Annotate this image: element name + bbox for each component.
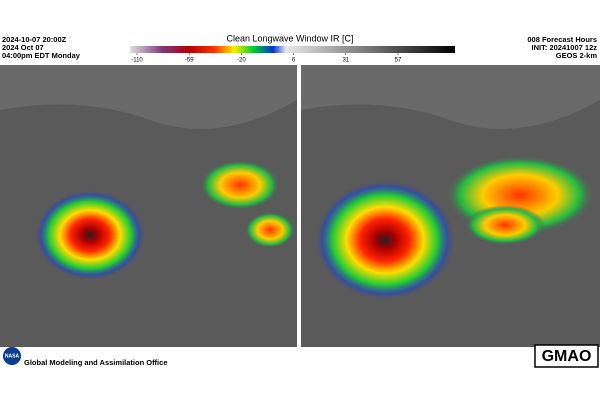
- hurricane: [315, 180, 455, 300]
- gmao-logo: GMAO: [542, 348, 592, 365]
- title: Clean Longwave Window IR [C]: [226, 33, 353, 43]
- colorbar-tick-label: -110: [131, 58, 143, 64]
- colorbar: [130, 46, 455, 53]
- forecast: 008 Forecast Hours: [527, 35, 597, 44]
- colorbar-tick-label: 31: [342, 58, 349, 64]
- local-time: 04:00pm EDT Monday: [2, 51, 81, 60]
- date: 2024 Oct 07: [2, 43, 44, 52]
- nasa-logo-text: NASA: [5, 353, 20, 359]
- valid-time: 2024-10-07 20:00Z: [2, 35, 67, 44]
- gmao-box: [534, 344, 599, 368]
- colorbar-tick-label: -20: [237, 58, 246, 64]
- land: [301, 65, 600, 129]
- colorbar-tick-label: -59: [185, 58, 194, 64]
- init: INIT: 20241007 12z: [532, 43, 598, 52]
- clouds: [245, 212, 295, 248]
- colorbar-tick-label: 6: [292, 58, 296, 64]
- nasa-logo: [3, 347, 21, 365]
- org: Global Modeling and Assimilation Office: [24, 358, 168, 367]
- land: [0, 65, 297, 129]
- model: GEOS 2-km: [556, 51, 598, 60]
- clouds: [200, 160, 280, 210]
- hurricane: [35, 190, 145, 280]
- colorbar-tick-label: 57: [395, 58, 402, 64]
- clouds: [465, 205, 545, 245]
